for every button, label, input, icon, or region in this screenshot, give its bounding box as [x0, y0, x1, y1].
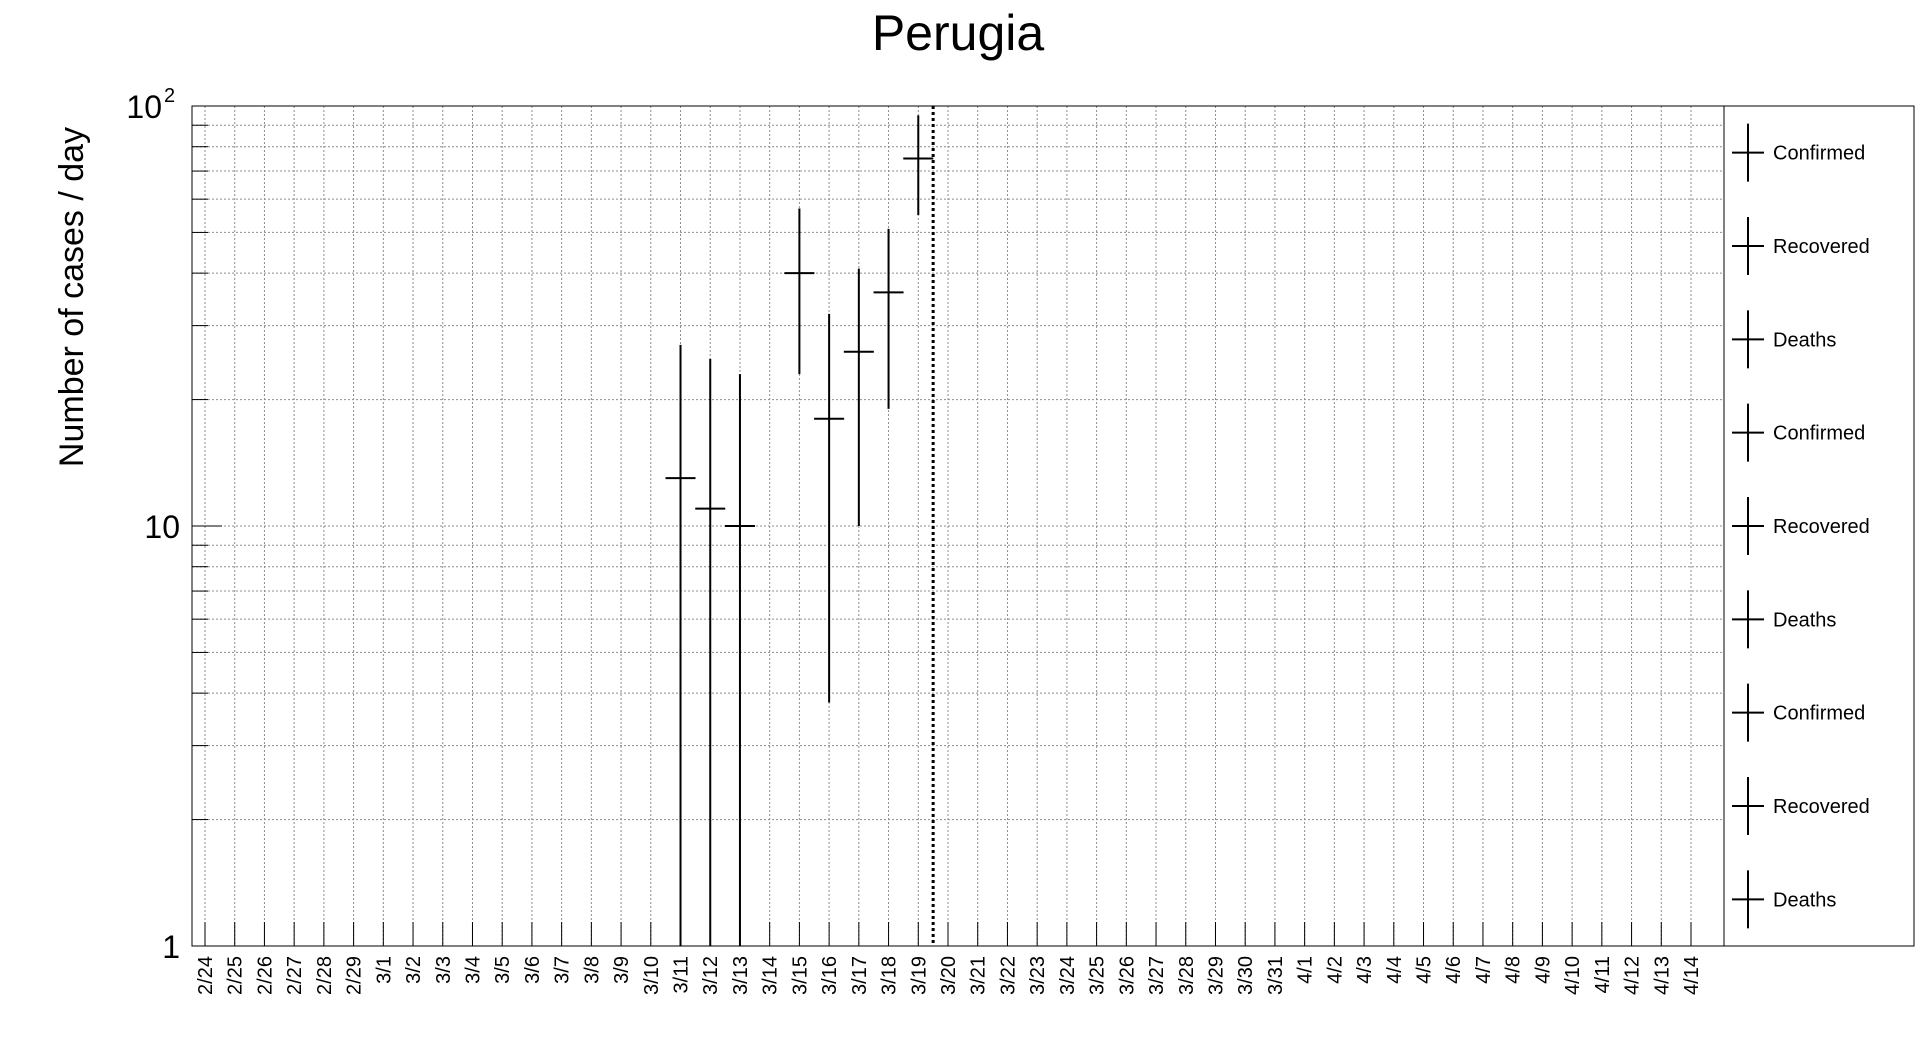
x-tick-label: 3/15 [789, 956, 811, 995]
x-tick-label: 4/11 [1592, 956, 1614, 993]
legend-label: Confirmed [1773, 703, 1865, 725]
x-tick-label: 3/13 [730, 956, 752, 995]
y-axis-title: Number of cases / day [53, 127, 91, 467]
x-tick-label: 4/8 [1503, 956, 1525, 984]
data-point [903, 115, 934, 216]
x-tick-label: 3/18 [879, 956, 901, 995]
x-tick-label: 3/21 [968, 956, 990, 995]
x-tick-label: 3/9 [611, 956, 633, 984]
legend-entry: Confirmed [1732, 123, 1865, 182]
x-tick-label: 3/14 [760, 956, 782, 995]
data-point [873, 228, 904, 409]
x-tick-label: 3/25 [1087, 956, 1109, 995]
x-tick-label: 4/3 [1354, 956, 1376, 984]
x-tick-label: 3/3 [433, 956, 455, 984]
data-point [724, 374, 755, 946]
data-point [843, 268, 874, 526]
x-tick-label: 3/6 [522, 956, 544, 984]
legend-entry: Recovered [1732, 217, 1870, 275]
x-tick-label: 3/28 [1176, 956, 1198, 995]
x-tick-label: 4/14 [1681, 956, 1703, 995]
x-tick-label: 3/4 [462, 956, 484, 984]
legend-label: Confirmed [1773, 143, 1865, 165]
data-point [784, 208, 815, 375]
x-tick-label: 2/26 [254, 956, 276, 995]
x-tick-label: 3/7 [552, 956, 574, 984]
y-tick-label: 10 [144, 509, 180, 545]
legend-label: Deaths [1773, 889, 1836, 911]
data-point [814, 313, 845, 703]
axes: 2/24 2/25 2/26 2/27 2/28 2/29 3/1 3/2 3/3 3/4 3/5 3… [126, 85, 1703, 995]
x-tick-label: 3/17 [849, 956, 871, 995]
x-tick-label: 3/11 [671, 956, 693, 993]
x-tick-label: 3/30 [1235, 956, 1257, 995]
x-tick-label: 4/10 [1562, 956, 1584, 995]
legend-entry: Deaths [1732, 870, 1836, 929]
x-tick-label: 3/19 [908, 956, 930, 995]
legend-entry: Recovered [1732, 777, 1870, 835]
legend-label: Confirmed [1773, 423, 1865, 445]
x-tick-label: 2/24 [195, 956, 217, 995]
x-tick-label: 2/28 [314, 956, 336, 995]
x-tick-label: 3/5 [492, 956, 514, 984]
x-tick-label: 3/27 [1146, 956, 1168, 995]
x-tick-label: 3/26 [1116, 956, 1138, 995]
legend: Confirmed Recovered Deaths Confirmed Recover… [1723, 105, 1915, 947]
x-tick-label: 2/29 [344, 956, 366, 995]
legend-label: Recovered [1773, 796, 1870, 818]
x-tick-label: 3/31 [1265, 956, 1287, 995]
data-point [695, 358, 726, 946]
x-tick-label: 4/6 [1443, 956, 1465, 984]
y-tick-label: 1 [162, 929, 180, 965]
x-tick-label: 4/1 [1295, 956, 1317, 984]
x-tick-label: 4/9 [1532, 956, 1554, 984]
grid [192, 106, 1724, 946]
x-tick-label: 3/16 [819, 956, 841, 995]
data-points [665, 115, 934, 946]
x-tick-label: 3/20 [938, 956, 960, 995]
x-tick-label: 4/2 [1324, 956, 1346, 984]
legend-entry: Confirmed [1732, 683, 1865, 742]
legend-entry: Deaths [1732, 590, 1836, 649]
y-tick-label-exponent: 2 [164, 85, 175, 107]
x-tick-label: 3/1 [373, 956, 395, 984]
x-tick-label: 2/27 [284, 956, 306, 995]
legend-entry: Recovered [1732, 497, 1870, 555]
legend-label: Deaths [1773, 329, 1836, 351]
legend-label: Deaths [1773, 609, 1836, 631]
x-tick-label: 3/29 [1205, 956, 1227, 995]
x-tick-label: 3/8 [581, 956, 603, 984]
x-tick-label: 4/12 [1622, 956, 1644, 995]
x-tick-label: 3/2 [403, 956, 425, 984]
x-tick-label: 4/7 [1473, 956, 1495, 984]
legend-label: Recovered [1773, 236, 1870, 258]
legend-entry: Confirmed [1732, 403, 1865, 462]
y-tick-label: 10 [126, 89, 162, 125]
x-tick-label: 4/5 [1414, 956, 1436, 984]
x-tick-label: 3/10 [641, 956, 663, 995]
chart-title: Perugia [872, 5, 1045, 61]
legend-label: Recovered [1773, 516, 1870, 538]
legend-entry: Deaths [1732, 310, 1836, 369]
data-point [665, 344, 696, 946]
x-tick-label: 3/22 [997, 956, 1019, 995]
x-tick-label: 2/25 [225, 956, 247, 995]
x-tick-label: 3/24 [1057, 956, 1079, 995]
x-tick-label: 4/13 [1651, 956, 1673, 995]
x-tick-label: 3/12 [700, 956, 722, 995]
x-tick-label: 3/23 [1027, 956, 1049, 995]
x-tick-label: 4/4 [1384, 956, 1406, 984]
